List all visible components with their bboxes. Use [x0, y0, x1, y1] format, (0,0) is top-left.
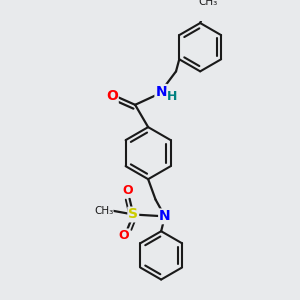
- Text: O: O: [122, 184, 133, 197]
- Text: H: H: [167, 90, 178, 103]
- Text: N: N: [159, 209, 171, 224]
- Text: N: N: [155, 85, 167, 99]
- Text: O: O: [106, 89, 118, 103]
- Text: O: O: [119, 230, 129, 242]
- Text: S: S: [128, 208, 138, 221]
- Text: CH₃: CH₃: [198, 0, 217, 7]
- Text: CH₃: CH₃: [94, 206, 113, 216]
